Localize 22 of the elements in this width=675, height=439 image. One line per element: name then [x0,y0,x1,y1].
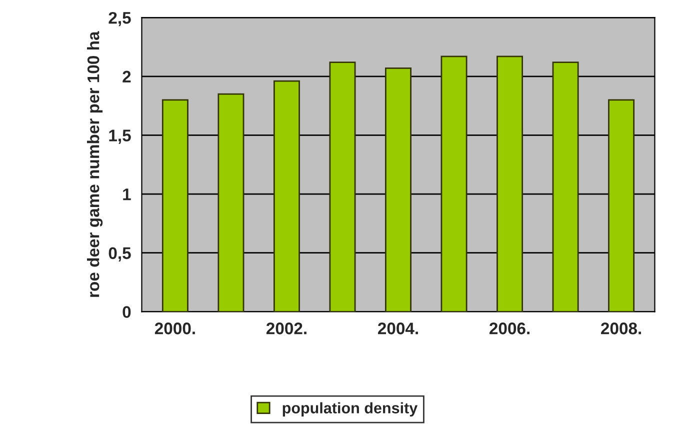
y-tick-label: 2 [122,70,131,82]
legend-label: population density [282,402,418,416]
x-tick-label: 2002. [266,322,306,334]
bar [385,67,412,312]
bar [273,80,300,312]
bar [162,99,188,312]
bar [496,56,524,312]
y-tick-label: 2,5 [108,12,131,26]
bar [552,62,579,312]
bar [440,56,468,312]
x-tick-label: 2000. [154,322,195,334]
y-tick-label: 0,5 [108,247,131,262]
y-tick-label: 0 [122,306,131,318]
x-tick-label: 2008. [601,322,642,334]
bar [218,93,244,312]
bar [608,99,635,312]
y-axis-title: roe deer game number per 100 ha [87,31,103,297]
x-tick-label: 2006. [490,322,530,334]
x-tick-label: 2004. [378,322,418,334]
bar [329,62,356,312]
y-tick-label: 1,5 [109,130,131,144]
y-tick-label: 1 [123,188,131,200]
